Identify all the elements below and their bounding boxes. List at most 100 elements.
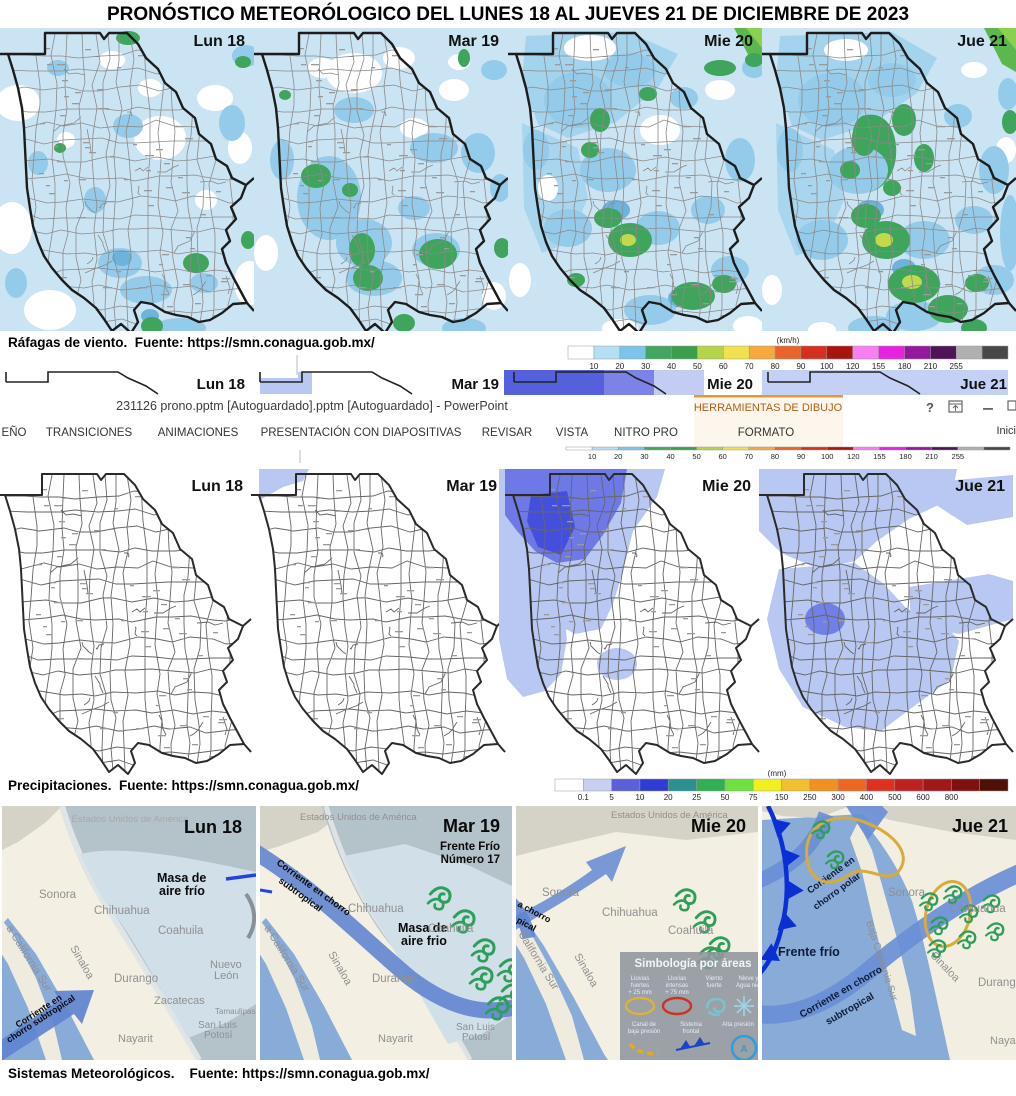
svg-text:210: 210 (925, 452, 938, 461)
svg-text:10: 10 (588, 452, 596, 461)
svg-text:Masa de: Masa de (157, 871, 206, 885)
svg-text:10: 10 (635, 793, 644, 802)
svg-text:San Luis: San Luis (456, 1022, 495, 1033)
svg-text:Mar 19: Mar 19 (446, 478, 497, 495)
svg-text:(mm): (mm) (768, 769, 787, 778)
svg-text:40: 40 (666, 452, 674, 461)
svg-text:HERRAMIENTAS DE DIBUJO: HERRAMIENTAS DE DIBUJO (694, 402, 843, 414)
svg-text:Mar 19: Mar 19 (451, 376, 499, 393)
svg-text:VISTA: VISTA (556, 427, 589, 439)
svg-text:Masa de: Masa de (398, 921, 447, 935)
svg-text:20: 20 (664, 793, 673, 802)
svg-text:Jue 21: Jue 21 (957, 33, 1007, 50)
svg-text:Canal de: Canal de (632, 1022, 657, 1028)
svg-text:60: 60 (719, 452, 727, 461)
svg-text:Coahuila: Coahuila (668, 925, 714, 937)
svg-text:Chihuahua: Chihuahua (94, 905, 150, 917)
svg-text:León: León (214, 970, 238, 982)
svg-text:Sonora: Sonora (888, 887, 926, 899)
svg-text:Frente Frío: Frente Frío (440, 841, 500, 853)
svg-text:aire frío: aire frío (159, 884, 205, 898)
svg-text:255: 255 (952, 452, 965, 461)
svg-text:Chihuahua: Chihuahua (602, 907, 658, 919)
svg-text:ANIMACIONES: ANIMACIONES (158, 427, 239, 439)
svg-text:Jue 21: Jue 21 (960, 376, 1007, 393)
svg-text:120: 120 (847, 452, 860, 461)
svg-text:90: 90 (796, 362, 805, 371)
svg-text:Jue 21: Jue 21 (955, 478, 1005, 495)
svg-text:REVISAR: REVISAR (482, 427, 533, 439)
svg-text:Durango: Durango (372, 973, 416, 985)
svg-text:20: 20 (615, 362, 624, 371)
svg-text:Estados Unidos de América: Estados Unidos de América (72, 814, 189, 825)
svg-text:Viento: Viento (706, 976, 724, 982)
svg-text:Zacatecas: Zacatecas (154, 995, 205, 1007)
svg-text:frontal: frontal (683, 1029, 700, 1035)
svg-text:+ 25 mm: + 25 mm (628, 990, 652, 996)
svg-text:250: 250 (803, 793, 817, 802)
svg-text:Lun 18: Lun 18 (193, 33, 245, 50)
svg-text:60: 60 (719, 362, 728, 371)
svg-text:Nayarit: Nayarit (118, 1033, 153, 1045)
svg-text:intensas: intensas (666, 983, 688, 989)
svg-text:300: 300 (831, 793, 845, 802)
svg-text:Alta presión: Alta presión (722, 1022, 754, 1028)
svg-text:Sonora: Sonora (542, 887, 580, 899)
svg-text:aire frio: aire frio (401, 934, 447, 948)
svg-text:231126 prono.pptm [Autoguardad: 231126 prono.pptm [Autoguardado].pptm [A… (116, 399, 508, 413)
svg-text:fuertes: fuertes (631, 983, 649, 989)
svg-text:400: 400 (860, 793, 874, 802)
svg-text:Mie 20: Mie 20 (691, 816, 746, 836)
svg-text:Nieve y/o: Nieve y/o (738, 976, 764, 982)
svg-text:Potosí: Potosí (462, 1032, 491, 1043)
svg-text:Agua nieve: Agua nieve (736, 983, 767, 989)
svg-text:80: 80 (771, 452, 779, 461)
svg-text:Nuevo: Nuevo (210, 959, 242, 971)
svg-text:Lun 18: Lun 18 (191, 478, 243, 495)
svg-text:Nayarit: Nayarit (990, 1035, 1016, 1047)
svg-text:Inici: Inici (996, 425, 1016, 437)
svg-text:90: 90 (797, 452, 805, 461)
svg-text:?: ? (926, 400, 934, 415)
svg-text:Potosí: Potosí (204, 1030, 233, 1041)
svg-text:Lun 18: Lun 18 (184, 817, 242, 837)
svg-text:Mie 20: Mie 20 (704, 33, 753, 50)
svg-text:Mie 20: Mie 20 (707, 376, 753, 393)
svg-text:San Luis: San Luis (198, 1020, 237, 1031)
svg-text:120: 120 (846, 362, 860, 371)
svg-text:40: 40 (667, 362, 676, 371)
svg-text:10: 10 (589, 362, 598, 371)
svg-text:50: 50 (720, 793, 729, 802)
svg-text:Durango: Durango (978, 977, 1016, 989)
svg-text:Jue 21: Jue 21 (952, 816, 1008, 836)
svg-text:Número 17: Número 17 (441, 854, 500, 866)
svg-text:180: 180 (898, 362, 912, 371)
svg-text:Durango: Durango (114, 973, 158, 985)
svg-text:Lluvias: Lluvias (631, 976, 650, 982)
svg-text:50: 50 (692, 452, 700, 461)
svg-text:20: 20 (614, 452, 622, 461)
svg-text:Chihuahua: Chihuahua (348, 903, 404, 915)
svg-text:100: 100 (821, 452, 834, 461)
svg-text:70: 70 (745, 452, 753, 461)
svg-text:210: 210 (924, 362, 938, 371)
svg-text:600: 600 (916, 793, 930, 802)
svg-text:PRESENTACIÓN CON DIAPOSITIVAS: PRESENTACIÓN CON DIAPOSITIVAS (261, 426, 462, 439)
svg-text:baja presión: baja presión (628, 1029, 661, 1035)
svg-text:+ 75 mm: + 75 mm (665, 990, 689, 996)
svg-text:150: 150 (775, 793, 789, 802)
svg-text:TRANSICIONES: TRANSICIONES (46, 427, 133, 439)
svg-text:Nayarit: Nayarit (378, 1033, 413, 1045)
svg-text:Estados Unidos de América: Estados Unidos de América (611, 810, 728, 821)
svg-text:30: 30 (641, 362, 650, 371)
svg-text:Lluvias: Lluvias (668, 976, 687, 982)
svg-text:50: 50 (693, 362, 702, 371)
svg-text:500: 500 (888, 793, 902, 802)
svg-text:A: A (740, 1044, 747, 1055)
svg-text:155: 155 (872, 362, 886, 371)
svg-text:(km/h): (km/h) (777, 336, 800, 345)
svg-text:Sonora: Sonora (39, 889, 77, 901)
svg-text:Tamaulipas: Tamaulipas (215, 1007, 255, 1016)
svg-text:70: 70 (745, 362, 754, 371)
svg-text:FORMATO: FORMATO (738, 427, 794, 439)
